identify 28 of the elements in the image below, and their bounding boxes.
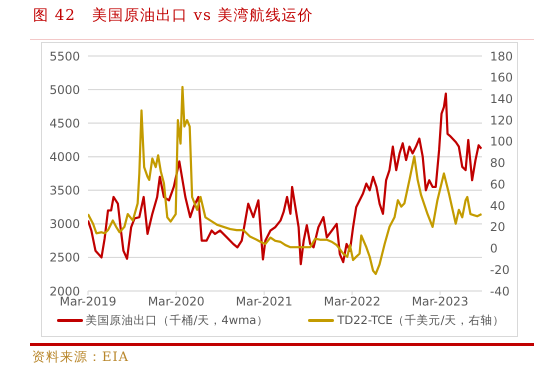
- x-tick-label: Mar-2019: [60, 294, 116, 309]
- y-tick-label: 3500: [49, 184, 80, 198]
- y-tick-label: 3000: [49, 217, 80, 232]
- y2-tick-label: 140: [490, 92, 513, 106]
- y2-tick-label: -40: [490, 284, 510, 298]
- y2-tick-label: 100: [490, 134, 513, 149]
- x-tick-label: Mar-2021: [236, 294, 293, 309]
- legend-label: TD22-TCE（千美元/天，右轴）: [337, 313, 504, 328]
- y2-tick-label: 20: [490, 220, 506, 234]
- y-tick-label: 4000: [49, 150, 80, 164]
- legend-label: 美国原油出口（千桶/天，4wma）: [86, 313, 268, 328]
- y2-tick-label: 160: [490, 70, 513, 85]
- y-tick-label: 4500: [49, 116, 80, 130]
- y2-tick-label: 80: [490, 156, 506, 170]
- y2-tick-label: 0: [490, 242, 498, 256]
- y2-tick-label: 180: [490, 49, 513, 64]
- y-tick-label: 5500: [49, 49, 80, 64]
- x-tick-label: Mar-2023: [412, 294, 468, 309]
- y-tick-label: 2500: [49, 250, 80, 265]
- chart-title: 图 42 美国原油出口 vs 美湾航线运价: [33, 6, 314, 25]
- y2-tick-label: 120: [490, 113, 513, 128]
- x-tick-label: Mar-2022: [324, 294, 380, 309]
- y2-tick-label: 40: [490, 198, 506, 213]
- text: 资料来源：EIA: [32, 349, 130, 366]
- y2-tick-label: -20: [490, 262, 510, 277]
- x-tick-label: Mar-2020: [148, 294, 205, 309]
- y2-tick-label: 60: [490, 177, 506, 192]
- y-tick-label: 5000: [49, 82, 80, 97]
